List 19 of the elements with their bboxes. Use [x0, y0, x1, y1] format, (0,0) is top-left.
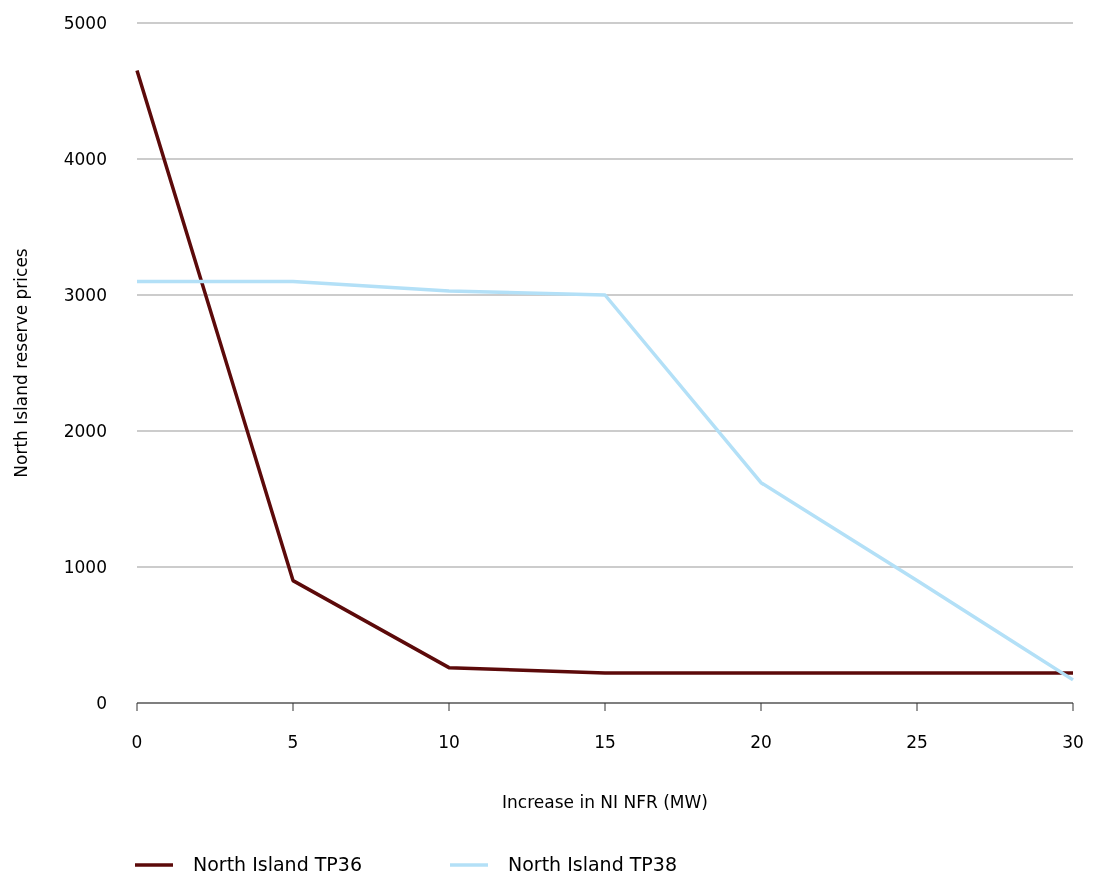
x-tick-label: 30	[1062, 732, 1084, 752]
x-tick-label: 0	[131, 732, 143, 752]
y-tick-label: 2000	[63, 420, 107, 441]
y-tick-label: 1000	[63, 556, 107, 577]
y-tick-label: 0	[96, 692, 107, 713]
x-tick-label: 15	[594, 732, 616, 752]
x-tick-label: 5	[287, 732, 299, 752]
x-tick-label: 25	[906, 732, 928, 752]
y-tick-label: 3000	[63, 284, 107, 305]
y-tick-label: 5000	[63, 12, 107, 33]
legend-label: North Island TP38	[508, 853, 677, 875]
x-axis-title: Increase in NI NFR (MW)	[502, 792, 708, 812]
y-tick-label: 4000	[63, 148, 107, 169]
line-series	[135, 279, 1075, 682]
y-axis-title: North Island reserve prices	[11, 248, 31, 478]
x-tick-label: 20	[750, 732, 772, 752]
legend-label: North Island TP36	[193, 853, 362, 875]
x-tick-label: 10	[438, 732, 460, 752]
line-series	[135, 68, 1075, 675]
